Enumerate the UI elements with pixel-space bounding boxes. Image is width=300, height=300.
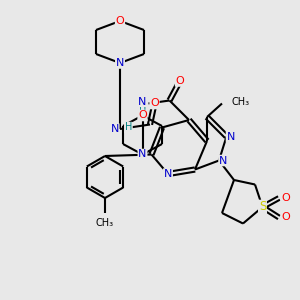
Text: O: O: [281, 193, 290, 203]
Text: S: S: [259, 200, 266, 214]
Text: CH₃: CH₃: [232, 97, 250, 107]
Text: O: O: [281, 212, 290, 223]
Text: N: N: [164, 169, 172, 179]
Text: N: N: [226, 131, 235, 142]
Text: O: O: [116, 16, 124, 26]
Text: H: H: [125, 122, 132, 133]
Text: H: H: [139, 107, 146, 118]
Text: N: N: [138, 149, 147, 160]
Text: N: N: [138, 97, 147, 107]
Text: CH₃: CH₃: [96, 218, 114, 228]
Text: N: N: [110, 124, 119, 134]
Text: O: O: [150, 98, 159, 109]
Text: N: N: [116, 58, 124, 68]
Text: O: O: [138, 110, 147, 121]
Text: N: N: [219, 155, 227, 166]
Text: O: O: [176, 76, 184, 86]
